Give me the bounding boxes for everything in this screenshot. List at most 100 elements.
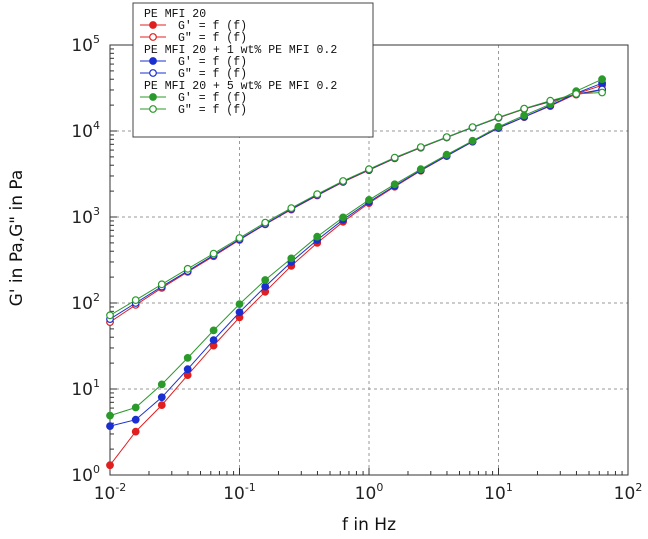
data-point: [520, 111, 529, 120]
y-tick-label-exponent: 0: [93, 463, 100, 476]
x-tick-label-base: 10: [94, 484, 116, 504]
data-point: [261, 282, 270, 291]
data-point: [235, 234, 244, 242]
data-point: [313, 190, 322, 199]
series-line: [109, 82, 603, 427]
data-point: [390, 180, 399, 189]
legend-entry-label: G' = f (f): [178, 92, 247, 105]
data-point: [287, 254, 296, 263]
data-point: [468, 136, 477, 145]
y-tick-label: 105: [71, 33, 100, 56]
series-group: [106, 75, 606, 470]
x-tick-label-exponent: 0: [376, 481, 383, 494]
data-point: [157, 280, 166, 289]
data-point: [494, 113, 503, 122]
x-tick-label: 100: [355, 481, 384, 504]
data-point: [494, 122, 503, 131]
legend-swatch-marker: [149, 57, 157, 65]
y-tick-label: 102: [71, 291, 100, 314]
x-tick-label-base: 10: [355, 484, 377, 504]
legend-swatch-marker: [149, 93, 157, 101]
legend-entry-label: G" = f (f): [178, 68, 247, 81]
legend-swatch-marker: [149, 69, 157, 77]
data-point: [183, 264, 192, 273]
data-point: [416, 165, 425, 174]
data-point: [157, 401, 166, 410]
data-point: [442, 150, 451, 159]
x-tick-label-exponent: 1: [506, 481, 513, 494]
y-tick-label: 101: [71, 377, 100, 400]
y-tick-label-exponent: 5: [93, 33, 100, 46]
data-point: [442, 133, 451, 142]
y-tick-label-exponent: 4: [93, 119, 100, 132]
data-point: [131, 296, 140, 305]
data-point: [106, 411, 114, 420]
series-line: [109, 78, 603, 417]
data-point: [235, 308, 244, 317]
data-point: [261, 276, 270, 284]
data-point: [183, 354, 192, 362]
y-tick-label: 100: [71, 463, 100, 486]
data-point: [157, 393, 166, 402]
data-point: [209, 336, 218, 345]
data-point: [365, 195, 373, 204]
y-axis-title: G' in Pa,G" in Pa: [7, 170, 27, 307]
data-point: [339, 213, 348, 222]
x-tick-label: 101: [484, 481, 513, 504]
data-point: [390, 153, 399, 162]
data-point: [287, 204, 296, 213]
y-tick-label-exponent: 1: [93, 377, 100, 390]
data-point: [157, 380, 166, 389]
y-tick-label-base: 10: [71, 208, 93, 228]
data-point: [546, 96, 555, 105]
data-point: [235, 300, 244, 309]
y-tick-label-base: 10: [71, 36, 93, 56]
x-tick-label: 10-1: [223, 481, 256, 504]
legend-entry-label: G' = f (f): [178, 20, 247, 33]
x-tick-label: 10-2: [94, 481, 127, 504]
data-point: [416, 143, 425, 152]
y-tick-label-base: 10: [71, 294, 93, 314]
data-point: [598, 75, 606, 84]
y-tick-label-base: 10: [71, 122, 93, 142]
y-tick-label-base: 10: [71, 380, 93, 400]
legend-group-title: PE MFI 20 + 5 wt% PE MFI 0.2: [144, 80, 337, 93]
data-point: [131, 427, 140, 436]
legend-group-title: PE MFI 20 + 1 wt% PE MFI 0.2: [144, 44, 337, 57]
data-point: [339, 177, 348, 185]
y-tick-label-exponent: 2: [93, 291, 100, 304]
legend-entry-label: G" = f (f): [178, 104, 247, 117]
data-point: [106, 461, 114, 470]
legend-entry-label: G' = f (f): [178, 56, 247, 69]
data-point: [313, 232, 322, 241]
data-point: [106, 311, 114, 320]
data-point: [468, 123, 477, 131]
legend-swatch-marker: [149, 33, 157, 41]
data-point: [572, 89, 581, 98]
data-point: [131, 415, 140, 424]
data-point: [261, 218, 270, 227]
y-tick-label-base: 10: [71, 466, 93, 486]
data-point: [520, 104, 529, 113]
x-tick-label-exponent: -2: [115, 481, 126, 494]
series-line: [109, 92, 603, 316]
legend-swatch-marker: [149, 21, 157, 29]
data-point: [365, 165, 373, 174]
legend-entry-label: G" = f (f): [178, 32, 247, 45]
x-tick-label-base: 10: [614, 484, 636, 504]
x-tick-label: 102: [614, 481, 643, 504]
data-point: [209, 249, 218, 258]
legend-group-title: PE MFI 20: [144, 8, 206, 21]
y-tick-label: 104: [71, 119, 100, 142]
x-tick-label-base: 10: [484, 484, 506, 504]
legend-swatch-marker: [149, 105, 157, 113]
x-tick-label-exponent: -1: [245, 481, 256, 494]
data-point: [183, 365, 192, 374]
data-point: [106, 422, 114, 431]
x-tick-label-base: 10: [223, 484, 245, 504]
data-point: [598, 88, 606, 97]
data-point: [209, 326, 218, 335]
x-tick-label-exponent: 2: [635, 481, 642, 494]
x-axis-title: f in Hz: [342, 515, 396, 535]
